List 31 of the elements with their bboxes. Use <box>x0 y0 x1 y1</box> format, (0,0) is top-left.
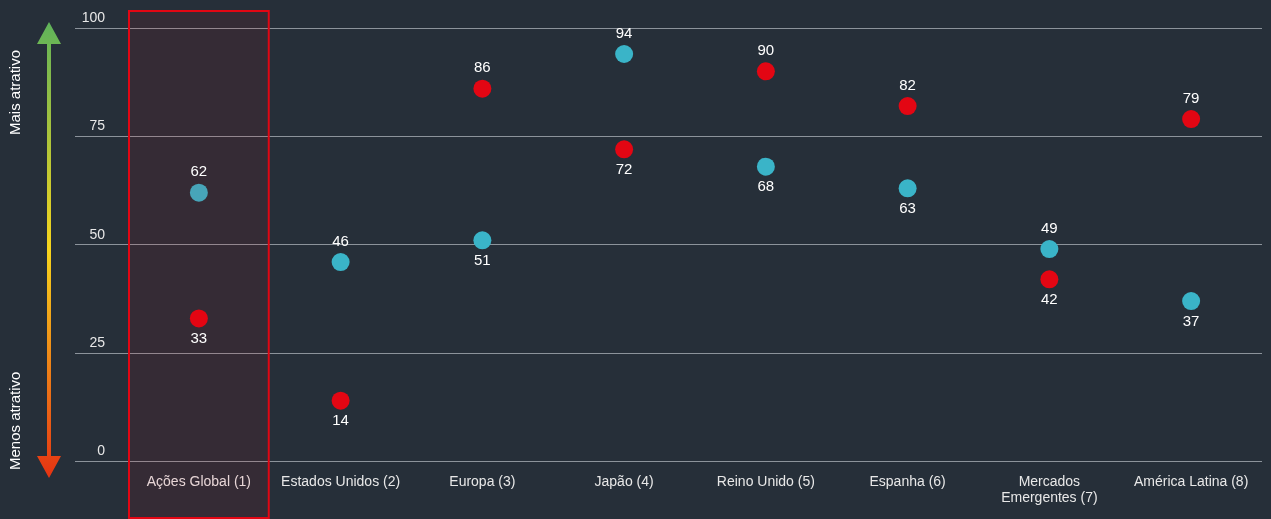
x-tick-label: Mercados Emergentes (7) <box>1001 472 1098 506</box>
data-label: 14 <box>332 411 349 429</box>
data-label: 82 <box>899 75 916 93</box>
y-tick-label: 0 <box>97 442 106 459</box>
data-label: 49 <box>1041 218 1058 236</box>
data-label: 63 <box>899 199 916 216</box>
y-tick-label: 25 <box>89 333 106 350</box>
data-label: 46 <box>332 231 349 249</box>
x-tick-label: Reino Unido (5) <box>716 472 815 489</box>
x-tick-label: Espanha (6) <box>869 472 946 489</box>
data-label: 42 <box>1041 290 1058 308</box>
data-label: 72 <box>615 159 633 177</box>
x-tick-label: Europa (3) <box>449 472 516 489</box>
data-label: 94 <box>615 23 633 41</box>
data-label: 90 <box>757 40 775 58</box>
y-tick-label: 100 <box>81 8 106 25</box>
data-label: 33 <box>190 329 208 347</box>
data-label: 37 <box>1182 311 1200 329</box>
data-label: 86 <box>474 58 491 76</box>
data-label: 62 <box>190 162 208 180</box>
text: Mais atrativo <box>6 49 23 135</box>
y-tick-label: 50 <box>89 225 106 242</box>
data-label: 79 <box>1182 88 1200 106</box>
x-tick-label: Ações Global (1) <box>146 472 252 489</box>
data-label: 51 <box>474 251 491 269</box>
x-tick-label: Japão (4) <box>594 472 654 489</box>
data-label: 68 <box>757 177 775 195</box>
x-tick-label: Estados Unidos (2) <box>281 472 401 489</box>
text: Menos atrativo <box>6 371 23 470</box>
y-tick-label: 75 <box>89 117 106 134</box>
x-tick-label: América Latina (8) <box>1133 472 1249 489</box>
